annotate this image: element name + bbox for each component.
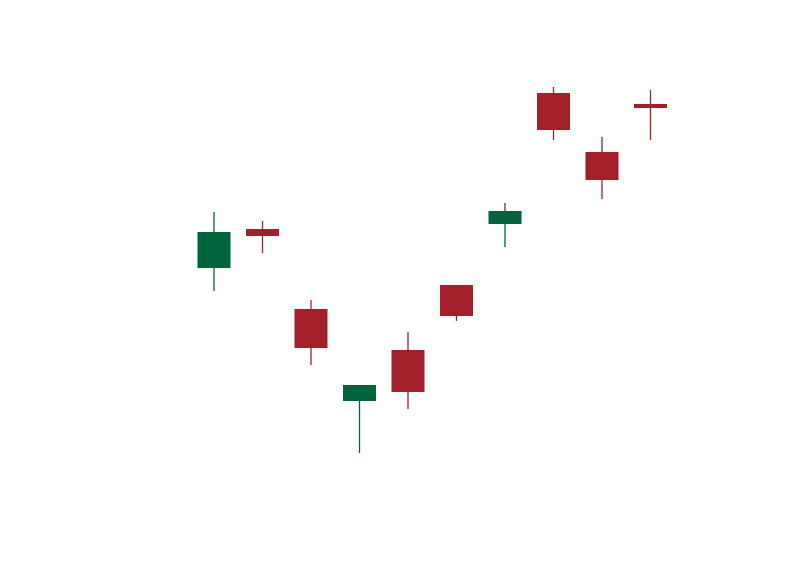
candle-body bbox=[391, 350, 425, 392]
candle-body bbox=[343, 385, 376, 401]
candle-body bbox=[634, 104, 667, 108]
candle-body bbox=[585, 152, 619, 180]
candle-body bbox=[440, 285, 473, 316]
candle-body bbox=[197, 232, 231, 268]
candle-body bbox=[246, 229, 279, 236]
candle-body bbox=[294, 309, 328, 348]
candle-body bbox=[537, 93, 570, 130]
candle-body bbox=[488, 211, 522, 224]
